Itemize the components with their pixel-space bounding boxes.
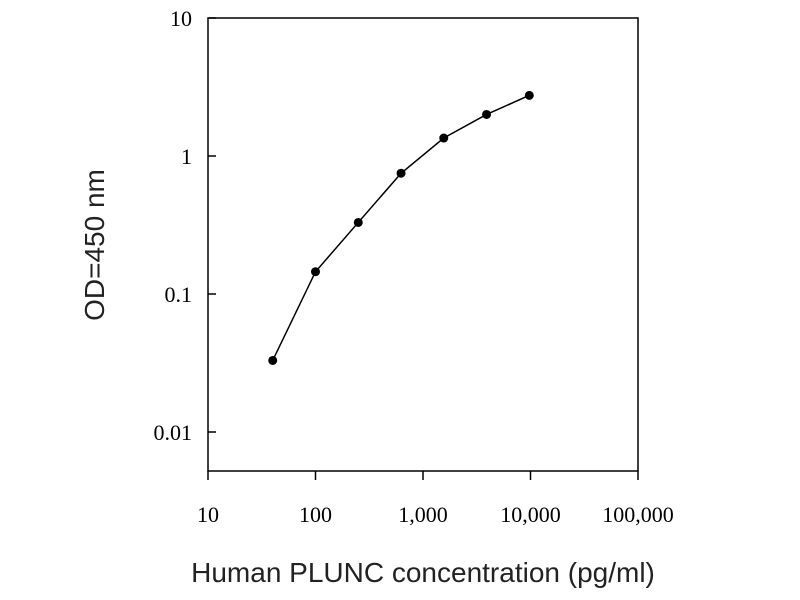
data-point bbox=[353, 217, 363, 227]
y-axis-ticks: 0.01 0.1 1 10 bbox=[154, 6, 216, 445]
x-tick-label: 1,000 bbox=[398, 502, 448, 527]
x-tick-label: 100,000 bbox=[602, 502, 674, 527]
series-line bbox=[272, 94, 530, 361]
plot-frame bbox=[207, 17, 639, 472]
data-point bbox=[524, 90, 534, 100]
data-point bbox=[268, 355, 278, 365]
x-tick-label: 100 bbox=[299, 502, 332, 527]
data-point bbox=[396, 168, 406, 178]
data-point bbox=[311, 267, 320, 277]
data-point bbox=[482, 109, 492, 119]
y-tick-label: 1 bbox=[181, 144, 192, 169]
y-tick-label: 10 bbox=[170, 6, 192, 31]
y-tick-label: 0.01 bbox=[154, 420, 193, 445]
data-point bbox=[439, 133, 449, 143]
y-axis-title: OD=450 nm bbox=[79, 169, 110, 321]
x-axis-title: Human PLUNC concentration (pg/ml) bbox=[191, 557, 655, 588]
y-tick-label: 0.1 bbox=[165, 282, 193, 307]
x-axis-ticks: 10 100 1,000 10,000 100,000 bbox=[197, 471, 674, 527]
series-layer bbox=[268, 90, 534, 365]
x-tick-label: 10,000 bbox=[500, 502, 561, 527]
x-tick-label: 10 bbox=[197, 502, 219, 527]
